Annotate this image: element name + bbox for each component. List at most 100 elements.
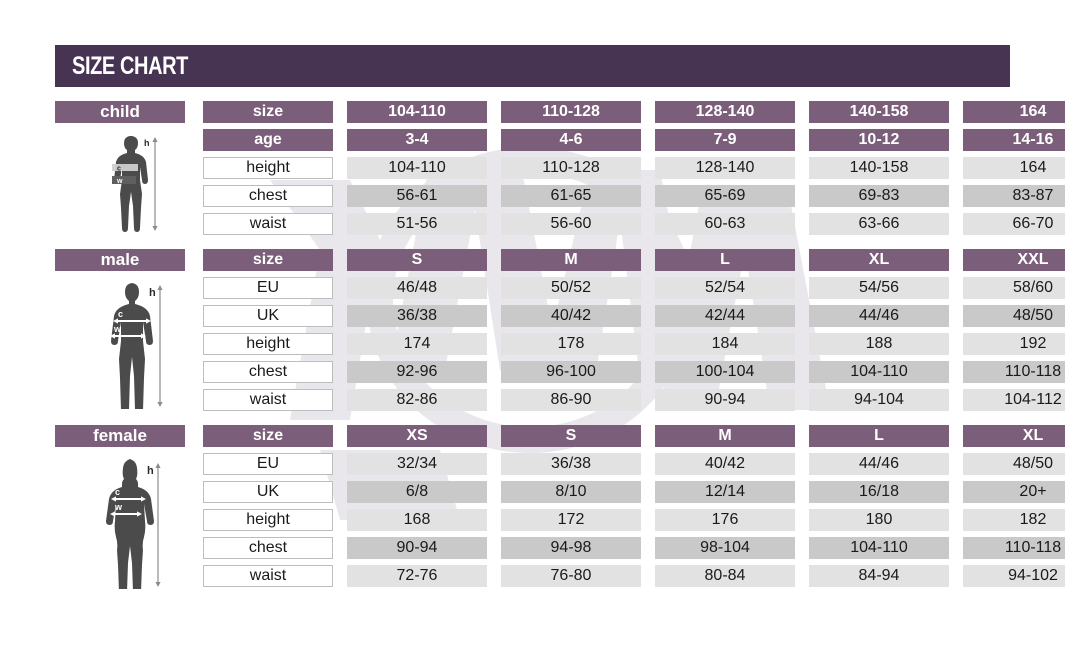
data-column-cell: 100-104: [655, 361, 795, 389]
svg-text:c: c: [117, 166, 121, 173]
data-value: 52/54: [655, 277, 795, 299]
table-row: chest 56-61 61-65 65-69 69-83 83-87: [55, 185, 1065, 213]
data-column-cell: 92-96: [347, 361, 487, 389]
table-row: waist 72-76 76-80 80-84 84-94 94-102: [55, 565, 1065, 593]
row-label-cell: EU: [203, 277, 333, 305]
data-column-cell: 10-12: [809, 129, 949, 157]
data-column-cell: 172: [501, 509, 641, 537]
data-value: 32/34: [347, 453, 487, 475]
section-spacer: [55, 593, 1010, 601]
data-column-cell: 84-94: [809, 565, 949, 593]
data-column-cell: 164: [963, 101, 1065, 129]
data-column-cell: 182: [963, 509, 1065, 537]
data-column-cell: 51-56: [347, 213, 487, 241]
row-label-size: size: [203, 425, 333, 447]
data-value: 176: [655, 509, 795, 531]
svg-text:w: w: [113, 324, 122, 334]
data-value: 168: [347, 509, 487, 531]
data-column-cell: 104-110: [347, 101, 487, 129]
data-value: 83-87: [963, 185, 1065, 207]
row-label-cell: chest: [203, 537, 333, 565]
data-column-cell: 7-9: [655, 129, 795, 157]
data-column-cell: 90-94: [347, 537, 487, 565]
section-female: c w h female size XS S M L XL EU 32/34 36/38 40/42…: [55, 425, 1065, 601]
data-value: 128-140: [655, 157, 795, 179]
data-value: 96-100: [501, 361, 641, 383]
data-column-cell: 104-110: [809, 361, 949, 389]
data-value: 58/60: [963, 277, 1065, 299]
row-label-height: height: [203, 333, 333, 355]
data-column-cell: 104-112: [963, 389, 1065, 417]
data-value: 46/48: [347, 277, 487, 299]
header-value: 104-110: [347, 101, 487, 123]
figure-column-cell: male: [55, 249, 195, 277]
row-label-cell: UK: [203, 481, 333, 509]
female-silhouette-wrapper: c w h: [55, 455, 195, 623]
section-child: c w h child size 104-110 110-128 128-140 140-…: [55, 101, 1065, 249]
data-value: 54/56: [809, 277, 949, 299]
data-value: 76-80: [501, 565, 641, 587]
data-column-cell: S: [501, 425, 641, 453]
data-column-cell: 140-158: [809, 157, 949, 185]
header-value: 14-16: [963, 129, 1065, 151]
figure-column-cell: female: [55, 425, 195, 453]
row-label-cell: height: [203, 157, 333, 185]
svg-text:w: w: [114, 502, 123, 512]
row-label-cell: chest: [203, 361, 333, 389]
header-value: L: [655, 249, 795, 271]
data-column-cell: 20+: [963, 481, 1065, 509]
header-value: 140-158: [809, 101, 949, 123]
row-label-EU: EU: [203, 277, 333, 299]
data-column-cell: 46/48: [347, 277, 487, 305]
data-value: 8/10: [501, 481, 641, 503]
data-value: 104-112: [963, 389, 1065, 411]
data-value: 63-66: [809, 213, 949, 235]
row-label-cell: size: [203, 425, 333, 453]
row-label-waist: waist: [203, 213, 333, 235]
table-row: waist 51-56 56-60 60-63 63-66 66-70: [55, 213, 1065, 241]
header-value: XS: [347, 425, 487, 447]
data-value: 104-110: [809, 361, 949, 383]
data-column-cell: 94-98: [501, 537, 641, 565]
data-value: 140-158: [809, 157, 949, 179]
male-silhouette-wrapper: c w h: [55, 279, 195, 447]
data-value: 44/46: [809, 305, 949, 327]
data-column-cell: S: [347, 249, 487, 277]
table-row: height 104-110 110-128 128-140 140-158 164: [55, 157, 1065, 185]
row-label-EU: EU: [203, 453, 333, 475]
data-column-cell: 128-140: [655, 157, 795, 185]
header-value: XL: [809, 249, 949, 271]
data-column-cell: 54/56: [809, 277, 949, 305]
data-column-cell: 104-110: [809, 537, 949, 565]
header-value: 110-128: [501, 101, 641, 123]
section-title-female: female: [55, 425, 185, 447]
section-spacer: [55, 241, 1010, 249]
data-column-cell: 174: [347, 333, 487, 361]
data-column-cell: 176: [655, 509, 795, 537]
data-value: 12/14: [655, 481, 795, 503]
data-column-cell: 50/52: [501, 277, 641, 305]
data-value: 65-69: [655, 185, 795, 207]
table-row: chest 92-96 96-100 100-104 104-110 110-118: [55, 361, 1065, 389]
header-value: S: [501, 425, 641, 447]
data-column-cell: 16/18: [809, 481, 949, 509]
data-value: 51-56: [347, 213, 487, 235]
data-value: 92-96: [347, 361, 487, 383]
row-label-cell: chest: [203, 185, 333, 213]
data-column-cell: 12/14: [655, 481, 795, 509]
row-label-height: height: [203, 509, 333, 531]
data-value: 84-94: [809, 565, 949, 587]
data-value: 56-61: [347, 185, 487, 207]
data-column-cell: 94-104: [809, 389, 949, 417]
data-value: 182: [963, 509, 1065, 531]
data-value: 100-104: [655, 361, 795, 383]
table-row: child size 104-110 110-128 128-140 140-158 164: [55, 101, 1065, 129]
data-column-cell: 76-80: [501, 565, 641, 593]
row-label-size: size: [203, 249, 333, 271]
data-column-cell: 60-63: [655, 213, 795, 241]
data-column-cell: 40/42: [501, 305, 641, 333]
svg-text:h: h: [144, 138, 150, 148]
data-column-cell: 72-76: [347, 565, 487, 593]
data-column-cell: XL: [809, 249, 949, 277]
data-column-cell: 140-158: [809, 101, 949, 129]
